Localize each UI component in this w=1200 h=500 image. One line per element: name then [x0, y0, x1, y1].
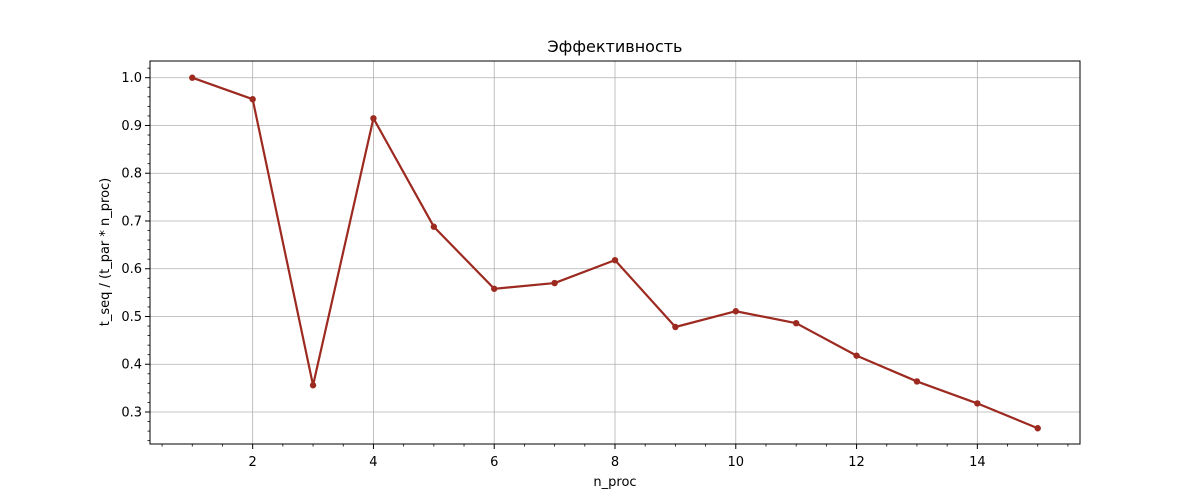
y-tick-label: 0.6 — [121, 262, 142, 277]
y-tick-label: 0.4 — [121, 358, 142, 373]
data-point — [551, 279, 558, 287]
data-point — [309, 382, 317, 389]
data-point — [430, 223, 438, 230]
data-point — [611, 256, 619, 264]
data-point — [853, 352, 860, 359]
x-axis-title: n_proc — [593, 475, 636, 490]
data-point — [370, 115, 377, 122]
x-tick-label: 10 — [728, 455, 745, 470]
y-tick-label: 1.0 — [121, 71, 142, 86]
chart-title: Эффективность — [548, 37, 683, 56]
y-tick-label: 0.5 — [121, 310, 142, 325]
data-point — [672, 323, 679, 331]
y-tick-label: 0.9 — [121, 119, 142, 134]
data-point — [792, 319, 800, 327]
y-axis-title: t_seq / (t_par * n_proc) — [98, 178, 113, 326]
data-point — [974, 400, 981, 407]
data-point — [913, 378, 921, 385]
data-point — [1034, 425, 1041, 432]
y-tick-label: 0.8 — [121, 167, 142, 182]
x-tick-label: 4 — [369, 455, 377, 470]
data-point — [491, 285, 498, 292]
y-tick-label: 0.3 — [121, 406, 142, 421]
series-points — [189, 74, 1041, 432]
data-point — [732, 308, 739, 315]
data-point — [249, 96, 256, 103]
x-tick-label: 8 — [611, 455, 619, 470]
x-tick-label: 14 — [969, 455, 986, 470]
x-tick-label: 2 — [249, 455, 257, 470]
data-point — [189, 74, 196, 81]
axis-ticks: 2 4 6 8 10 12 14 0.3 0.4 0.5 0.6 0.7 0.8 0.9 1.0 — [121, 67, 1069, 470]
x-tick-label: 6 — [490, 455, 498, 470]
grid-lines — [150, 61, 1080, 444]
y-tick-label: 0.7 — [121, 214, 142, 229]
x-tick-label: 12 — [848, 455, 865, 470]
